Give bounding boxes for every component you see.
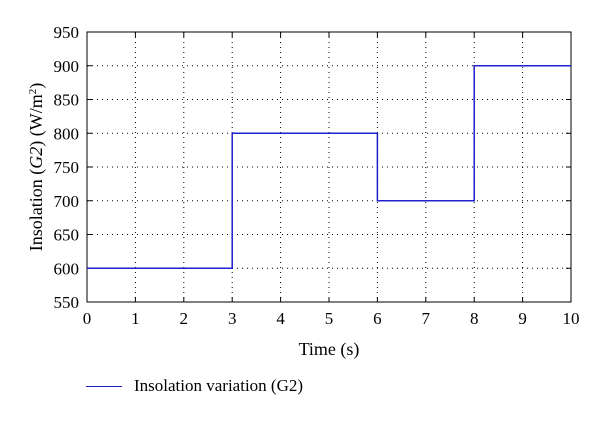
y-tick-label: 750 — [54, 158, 80, 177]
y-tick-label: 650 — [54, 226, 80, 245]
x-tick-label: 2 — [180, 309, 189, 328]
x-tick-label: 5 — [325, 309, 334, 328]
y-axis-label-part: G2 — [26, 147, 46, 169]
x-tick-label: 4 — [276, 309, 285, 328]
y-tick-label: 850 — [54, 91, 80, 110]
y-axis-label-part: ) — [26, 83, 47, 89]
legend-label: Insolation variation (G2) — [134, 376, 304, 395]
series-line — [87, 65, 571, 269]
y-tick-label: 600 — [54, 259, 80, 278]
x-tick-label: 8 — [470, 309, 479, 328]
y-tick-label: 550 — [54, 293, 80, 312]
x-tick-label: 1 — [131, 309, 140, 328]
x-tick-label: 6 — [373, 309, 382, 328]
y-axis-label: Insolation (G2) (W/m2) — [26, 83, 47, 251]
x-axis-label: Time (s) — [299, 339, 360, 360]
x-tick-label: 7 — [422, 309, 431, 328]
y-tick-label: 950 — [54, 23, 80, 42]
x-tick-label: 0 — [83, 309, 92, 328]
y-tick-label: 700 — [54, 192, 80, 211]
y-tick-label: 900 — [54, 57, 80, 76]
x-tick-label: 9 — [518, 309, 527, 328]
chart: 0 1 2 3 4 5 6 7 8 9 10 550 600 650 700 750 800 850 900 950 T… — [26, 23, 580, 360]
x-tick-label: 3 — [228, 309, 237, 328]
y-axis-label-part: ) (W/m — [26, 94, 47, 146]
y-axis-label-part: Insolation ( — [26, 169, 47, 252]
y-tick-label: 800 — [54, 124, 80, 143]
legend-line-swatch — [86, 385, 122, 387]
y-axis-label-part: 2 — [27, 89, 39, 95]
legend: Insolation variation (G2) — [86, 374, 303, 398]
x-tick-label: 10 — [563, 309, 580, 328]
